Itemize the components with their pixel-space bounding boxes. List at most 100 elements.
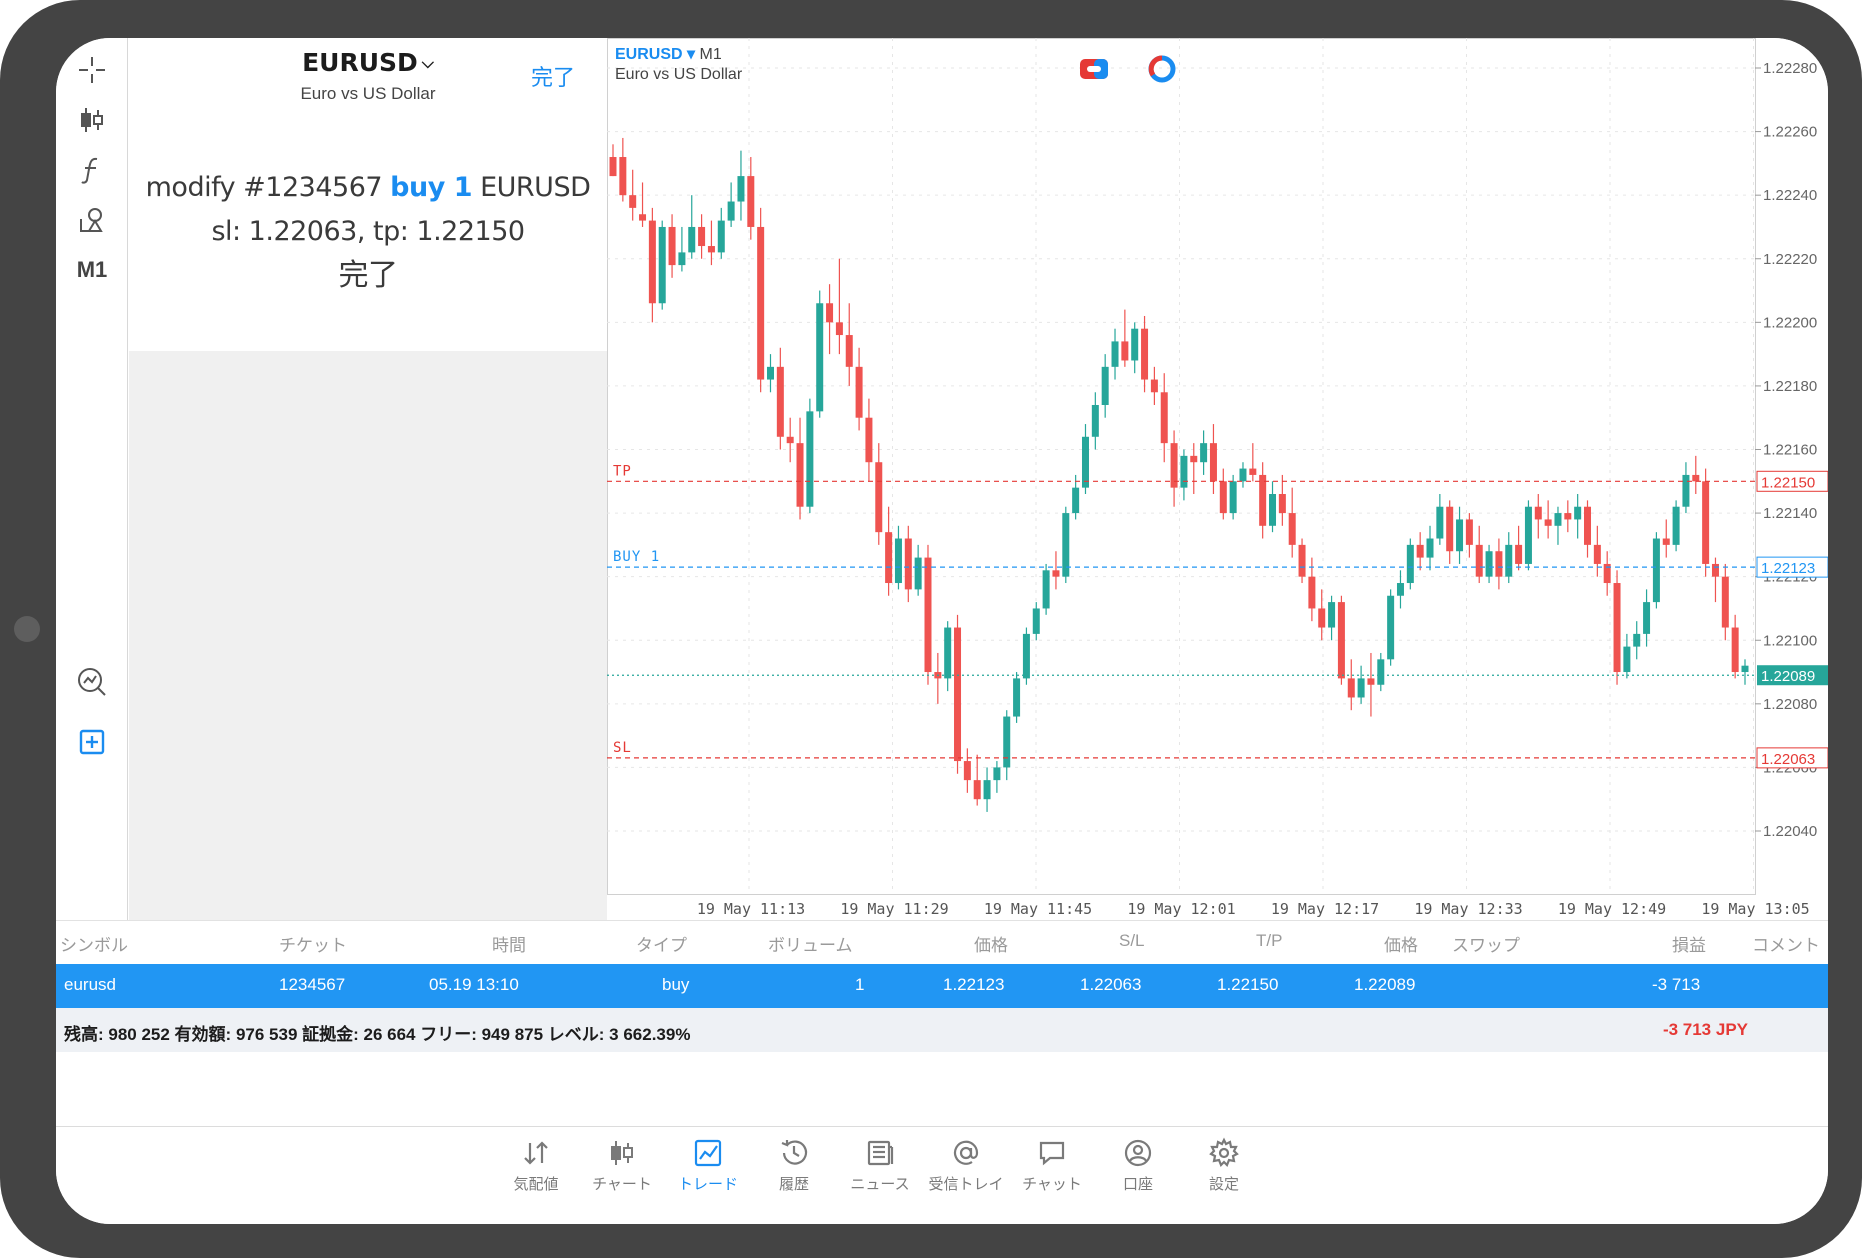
chart-type-icon[interactable]: [56, 98, 128, 142]
nav-account-label: 口座: [1122, 1176, 1153, 1193]
col-price-current[interactable]: 価格: [1384, 936, 1418, 955]
indicators-icon[interactable]: [56, 148, 128, 192]
candle-body: [885, 532, 893, 584]
candle-body: [1692, 474, 1700, 482]
chart-symbol[interactable]: EURUSD ▾ M1: [615, 44, 722, 64]
news-icon: [867, 1140, 894, 1166]
col-sl[interactable]: S/L: [1119, 931, 1145, 950]
y-tick-label: 1.22080: [1763, 696, 1817, 713]
col-symbol[interactable]: シンボル: [60, 936, 128, 955]
candle-body: [717, 220, 725, 253]
col-price-open[interactable]: 価格: [974, 936, 1008, 955]
x-tick-label: 19 May 12:33: [1414, 900, 1522, 918]
candle-body: [963, 761, 971, 781]
candle-body: [826, 303, 834, 323]
dialog-message: modify #1234567 buy 1 EURUSD sl: 1.22063…: [143, 166, 593, 298]
candle-body: [1574, 506, 1582, 520]
account-summary-text: 残高: 980 252 有効額: 976 539 証拠金: 26 664 フリー…: [64, 1025, 691, 1044]
y-tick-label: 1.22260: [1763, 124, 1817, 141]
candle-body: [1259, 474, 1267, 526]
objects-icon[interactable]: [56, 198, 128, 242]
position-row[interactable]: eurusd 1234567 05.19 13:10 buy 1 1.22123…: [56, 964, 1828, 1008]
price-tag: [1756, 556, 1828, 578]
candle-body: [1721, 576, 1729, 628]
candle-body: [1209, 443, 1217, 482]
col-type[interactable]: タイプ: [636, 936, 687, 955]
nav-account[interactable]: 口座: [1092, 1137, 1184, 1217]
candle-body: [816, 303, 824, 412]
col-volume[interactable]: ボリューム: [768, 936, 853, 955]
col-tp[interactable]: T/P: [1256, 931, 1283, 950]
candle-body: [1495, 551, 1503, 577]
candle-body: [1239, 468, 1247, 482]
candle-body: [1229, 481, 1237, 514]
candle-body: [1554, 513, 1562, 526]
nav-chart[interactable]: チャート: [576, 1137, 668, 1217]
nav-history[interactable]: 履歴: [748, 1137, 840, 1217]
nav-trade[interactable]: トレード: [662, 1137, 754, 1217]
price-chart[interactable]: 1.22280 1.22260 1.22240 1.22220 1.22200 1.221…: [607, 38, 1828, 920]
crosshair-icon[interactable]: [56, 48, 128, 92]
chart-symbol-name: EURUSD: [615, 46, 683, 63]
candle-body: [1623, 646, 1631, 673]
analytics-icon[interactable]: [56, 660, 128, 704]
candle-body: [1081, 436, 1089, 488]
y-tick-label: 1.22040: [1763, 823, 1817, 840]
candle-body: [1485, 551, 1493, 577]
nav-news[interactable]: ニュース: [834, 1137, 926, 1217]
app-screen: M1 EURUSD ⌵ Euro vs US Dollar 完了 modify #…: [56, 38, 1828, 1224]
account-icon: [1124, 1139, 1152, 1167]
candle-body: [668, 226, 676, 266]
nav-history-label: 履歴: [778, 1176, 809, 1193]
candle-body: [1465, 519, 1473, 545]
nav-mailbox[interactable]: 受信トレイ: [920, 1137, 1012, 1217]
nav-chat[interactable]: チャット: [1006, 1137, 1098, 1217]
candle-body: [1702, 481, 1710, 564]
candle-body: [845, 335, 853, 367]
candle-body: [1633, 633, 1641, 647]
quotes-icon: [524, 1141, 548, 1165]
candle-body: [1249, 468, 1257, 475]
y-tick-label: 1.22100: [1763, 632, 1817, 649]
candle-body: [1101, 366, 1109, 405]
candle-body: [1426, 538, 1434, 558]
candle-body: [1662, 538, 1670, 545]
candle-body: [776, 366, 784, 437]
candle-body: [1190, 455, 1198, 463]
candle-body: [944, 627, 952, 679]
price-tag-label: 1.22150: [1761, 474, 1815, 491]
dialog-symbol-selector[interactable]: EURUSD ⌵: [129, 48, 607, 77]
chart-symbol-description: Euro vs US Dollar: [615, 66, 743, 83]
candle-body: [1593, 544, 1601, 564]
col-comment[interactable]: コメント: [1752, 936, 1820, 955]
candle-body: [1544, 519, 1552, 526]
candle-body: [924, 557, 932, 673]
col-swap[interactable]: スワップ: [1452, 936, 1520, 955]
price-line-label: BUY 1: [613, 549, 660, 565]
nav-settings[interactable]: 設定: [1178, 1137, 1270, 1217]
candle-body: [658, 226, 666, 304]
candle-body: [1564, 513, 1572, 520]
candle-body: [1337, 602, 1345, 679]
candle-body: [1672, 506, 1680, 545]
timeframe-button[interactable]: M1: [76, 257, 108, 282]
x-tick-label: 19 May 12:49: [1558, 900, 1666, 918]
message-order: modify #1234567: [145, 172, 383, 203]
candle-body: [1318, 608, 1326, 628]
done-button[interactable]: 完了: [530, 65, 575, 90]
candle-body: [629, 195, 637, 208]
candle-body: [648, 220, 656, 304]
chevron-down-icon: ▾: [682, 46, 700, 63]
col-ticket[interactable]: チケット: [279, 936, 347, 955]
y-tick-label: 1.22220: [1763, 251, 1817, 268]
col-time[interactable]: 時間: [492, 936, 526, 955]
candlestick-chart[interactable]: 1.22280 1.22260 1.22240 1.22220 1.22200 1.221…: [607, 38, 1828, 920]
cell-sl: 1.22063: [1080, 975, 1142, 994]
candle-body: [1367, 678, 1375, 685]
new-order-icon[interactable]: [56, 720, 128, 764]
price-tag: [1756, 470, 1828, 492]
candle-body: [954, 627, 962, 762]
nav-quotes[interactable]: 気配値: [490, 1137, 582, 1217]
col-profit[interactable]: 損益: [1672, 936, 1706, 955]
